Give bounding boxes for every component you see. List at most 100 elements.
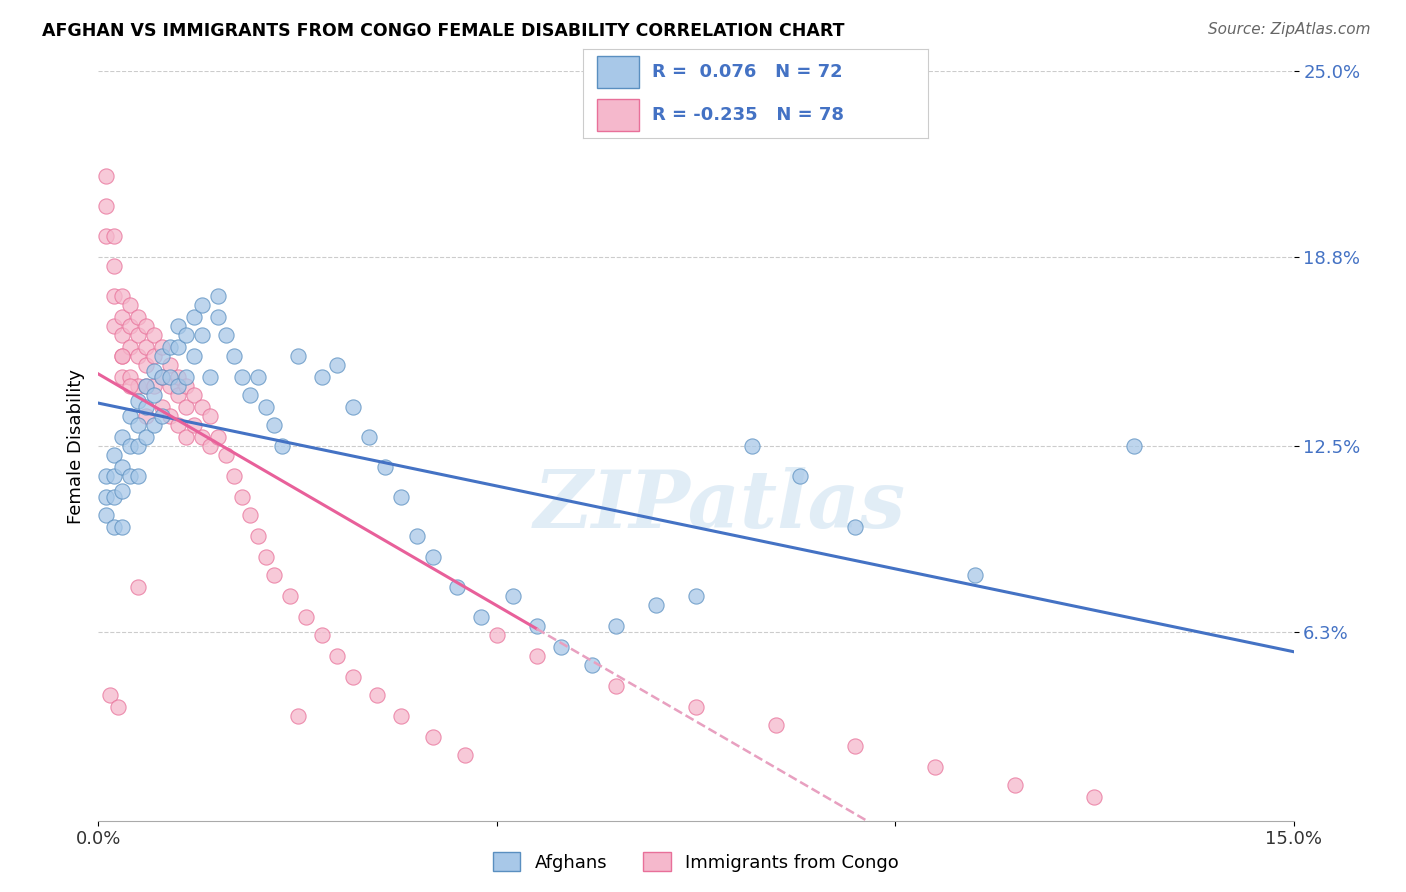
Point bbox=[159, 358, 181, 372]
Text: AFGHAN VS IMMIGRANTS FROM CONGO FEMALE DISABILITY CORRELATION CHART: AFGHAN VS IMMIGRANTS FROM CONGO FEMALE D… bbox=[42, 22, 845, 40]
Point bbox=[111, 328, 134, 343]
Point bbox=[963, 567, 986, 582]
Point bbox=[120, 409, 142, 423]
Point bbox=[191, 430, 214, 444]
Point bbox=[526, 648, 548, 663]
Point bbox=[143, 417, 166, 432]
Point bbox=[167, 417, 190, 432]
Point bbox=[685, 589, 707, 603]
Point bbox=[127, 379, 149, 393]
Point bbox=[239, 508, 262, 522]
Point bbox=[135, 379, 157, 393]
Point bbox=[924, 760, 946, 774]
Point bbox=[287, 708, 309, 723]
Point bbox=[207, 430, 229, 444]
Point bbox=[135, 319, 157, 334]
Point bbox=[207, 310, 229, 325]
Point bbox=[526, 619, 548, 633]
Point bbox=[150, 370, 173, 384]
Point bbox=[406, 529, 429, 543]
Point bbox=[150, 409, 173, 423]
Point bbox=[342, 670, 364, 684]
Point bbox=[150, 349, 173, 363]
Point bbox=[605, 619, 627, 633]
Point bbox=[222, 469, 245, 483]
Text: Source: ZipAtlas.com: Source: ZipAtlas.com bbox=[1208, 22, 1371, 37]
Point bbox=[120, 379, 142, 393]
Point bbox=[111, 370, 134, 384]
Point bbox=[111, 483, 134, 498]
Text: R =  0.076   N = 72: R = 0.076 N = 72 bbox=[652, 63, 844, 81]
Point bbox=[127, 349, 149, 363]
Point bbox=[159, 379, 181, 393]
Point bbox=[111, 430, 134, 444]
Point bbox=[167, 388, 190, 402]
Point bbox=[159, 370, 181, 384]
Point bbox=[107, 699, 129, 714]
Point bbox=[191, 298, 214, 312]
Point bbox=[96, 229, 118, 244]
Point bbox=[470, 610, 492, 624]
Point bbox=[263, 417, 285, 432]
Point bbox=[502, 589, 524, 603]
Point bbox=[287, 349, 309, 363]
Point bbox=[1123, 439, 1146, 453]
Point bbox=[120, 370, 142, 384]
Point bbox=[311, 370, 333, 384]
Point bbox=[111, 349, 134, 363]
Point bbox=[96, 469, 118, 483]
Point bbox=[143, 379, 166, 393]
Point bbox=[789, 469, 811, 483]
Point bbox=[844, 739, 866, 753]
Point bbox=[167, 340, 190, 354]
Point bbox=[174, 430, 197, 444]
Point bbox=[294, 610, 316, 624]
Point bbox=[254, 400, 277, 414]
Point bbox=[422, 730, 444, 744]
Point bbox=[127, 580, 149, 594]
Point bbox=[150, 340, 173, 354]
Point bbox=[374, 460, 396, 475]
Point bbox=[103, 289, 125, 303]
Point bbox=[550, 640, 572, 654]
Point bbox=[231, 490, 253, 504]
Bar bbox=[598, 99, 638, 131]
Point bbox=[198, 439, 221, 453]
Point bbox=[127, 417, 149, 432]
Point bbox=[174, 328, 197, 343]
Point bbox=[183, 349, 205, 363]
Point bbox=[215, 448, 238, 462]
Point bbox=[183, 417, 205, 432]
Point bbox=[135, 400, 157, 414]
Point bbox=[143, 328, 166, 343]
Point bbox=[120, 340, 142, 354]
Point bbox=[326, 648, 349, 663]
Point bbox=[174, 370, 197, 384]
Point bbox=[1083, 789, 1105, 804]
Point bbox=[127, 328, 149, 343]
Point bbox=[342, 400, 364, 414]
Point bbox=[311, 628, 333, 642]
Point bbox=[645, 598, 668, 612]
Point bbox=[191, 328, 214, 343]
Point bbox=[127, 439, 149, 453]
Point bbox=[581, 657, 603, 672]
Point bbox=[150, 400, 173, 414]
Point bbox=[98, 688, 122, 702]
Point bbox=[167, 370, 190, 384]
Point bbox=[111, 460, 134, 475]
Point bbox=[135, 358, 157, 372]
Text: ZIPatlas: ZIPatlas bbox=[534, 467, 905, 545]
Point bbox=[1004, 778, 1026, 792]
Point bbox=[103, 490, 125, 504]
Point bbox=[741, 439, 763, 453]
Text: R = -0.235   N = 78: R = -0.235 N = 78 bbox=[652, 106, 845, 124]
Point bbox=[183, 310, 205, 325]
Point bbox=[485, 628, 508, 642]
Point bbox=[198, 370, 221, 384]
Point bbox=[198, 409, 221, 423]
Point bbox=[191, 400, 214, 414]
Point bbox=[246, 529, 269, 543]
Point bbox=[127, 469, 149, 483]
Point bbox=[183, 388, 205, 402]
